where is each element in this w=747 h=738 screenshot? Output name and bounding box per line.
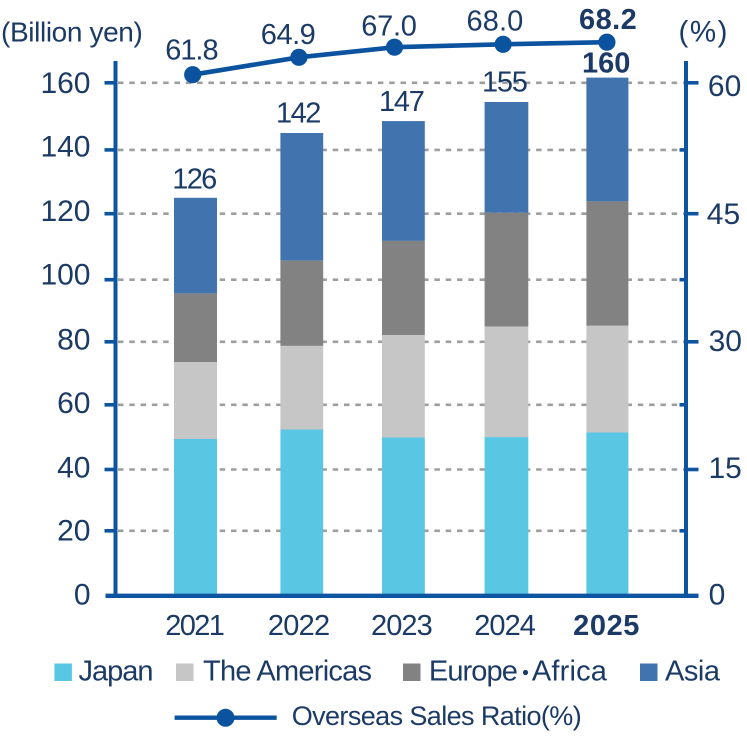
svg-text:0: 0 [709, 579, 726, 612]
svg-text:155: 155 [482, 66, 528, 98]
svg-text:45: 45 [707, 198, 740, 231]
svg-text:(Billion yen): (Billion yen) [1, 17, 143, 48]
svg-text:15: 15 [709, 452, 742, 485]
svg-text:67.0: 67.0 [361, 11, 417, 43]
svg-text:60: 60 [708, 70, 741, 103]
svg-text:Africa: Africa [532, 656, 608, 688]
svg-text:30: 30 [709, 325, 742, 358]
svg-text:2024: 2024 [474, 610, 536, 642]
svg-text:120: 120 [40, 195, 90, 228]
svg-text:2021: 2021 [165, 610, 225, 642]
svg-text:61.8: 61.8 [165, 35, 218, 67]
svg-text:80: 80 [57, 324, 90, 357]
svg-text:60: 60 [57, 387, 90, 420]
svg-text:68.2: 68.2 [579, 4, 637, 36]
svg-text:Asia: Asia [665, 656, 721, 688]
svg-text:0: 0 [74, 579, 91, 612]
svg-text:Europe: Europe [429, 656, 518, 688]
svg-text:40: 40 [57, 451, 90, 484]
svg-text:Overseas Sales Ratio(%): Overseas Sales Ratio(%) [292, 701, 582, 731]
svg-text:126: 126 [172, 164, 217, 196]
svg-text:64.9: 64.9 [261, 19, 316, 51]
svg-text:Japan: Japan [79, 656, 154, 688]
svg-text:160: 160 [40, 67, 90, 100]
svg-text:2022: 2022 [268, 610, 330, 642]
svg-text:The Americas: The Americas [203, 656, 372, 688]
svg-text:147: 147 [379, 86, 425, 118]
svg-text:2023: 2023 [371, 610, 433, 642]
svg-text:2025: 2025 [573, 610, 639, 642]
svg-text:68.0: 68.0 [467, 5, 524, 37]
svg-text:140: 140 [40, 131, 90, 164]
svg-text:160: 160 [582, 48, 630, 80]
svg-text:20: 20 [57, 514, 90, 547]
svg-text:142: 142 [276, 98, 321, 130]
svg-text:(%): (%) [679, 15, 728, 48]
svg-text:100: 100 [40, 259, 90, 292]
